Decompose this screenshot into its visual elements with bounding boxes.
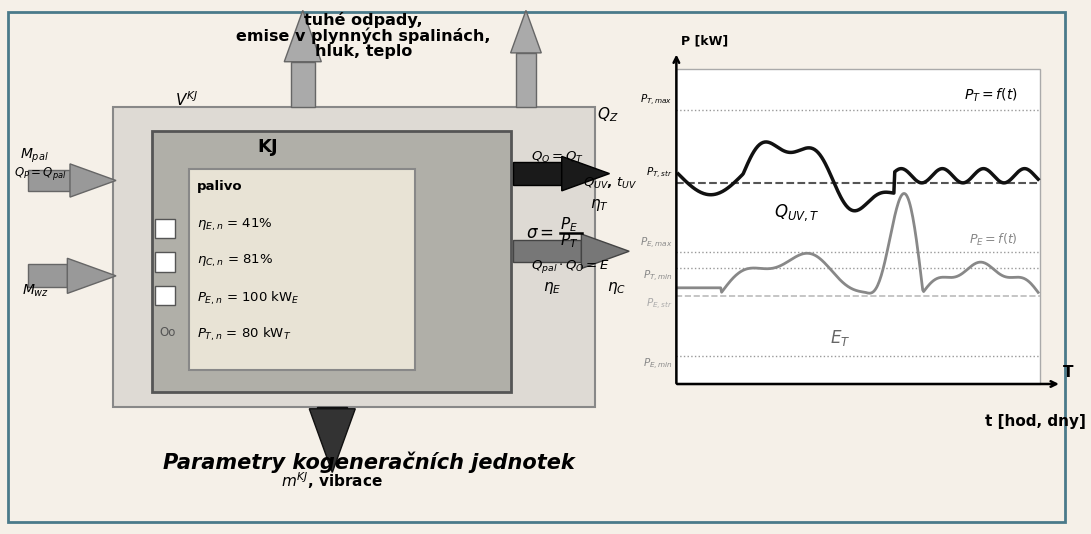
Bar bbox=[513, 240, 582, 262]
Text: $P_{T,n}$ = 80 kW$_T$: $P_{T,n}$ = 80 kW$_T$ bbox=[196, 326, 291, 343]
Text: t [hod, dny]: t [hod, dny] bbox=[985, 414, 1086, 429]
Polygon shape bbox=[511, 11, 541, 53]
Bar bbox=[27, 170, 70, 191]
Text: Parametry kogeneračních jednotek: Parametry kogeneračních jednotek bbox=[163, 452, 575, 473]
Text: $Q_P = Q_{pal}$: $Q_P = Q_{pal}$ bbox=[14, 165, 67, 182]
Text: KJ: KJ bbox=[257, 138, 278, 156]
Text: tuhé odpady,: tuhé odpady, bbox=[304, 12, 423, 28]
Text: $\eta_C$: $\eta_C$ bbox=[607, 280, 625, 296]
Polygon shape bbox=[562, 156, 610, 191]
Polygon shape bbox=[285, 11, 322, 62]
Text: T: T bbox=[1063, 365, 1072, 380]
Text: $Q_{UV}$, $t_{UV}$: $Q_{UV}$, $t_{UV}$ bbox=[583, 176, 637, 191]
Polygon shape bbox=[309, 409, 356, 473]
Text: $\eta_{C,n}$ = 81%: $\eta_{C,n}$ = 81% bbox=[196, 253, 273, 270]
Text: $P_T$: $P_T$ bbox=[561, 231, 578, 250]
Text: $P_{T,min}$: $P_{T,min}$ bbox=[643, 269, 672, 284]
Text: $V^{KJ}$: $V^{KJ}$ bbox=[175, 90, 199, 109]
Text: $P_{E,n}$ = 100 kW$_E$: $P_{E,n}$ = 100 kW$_E$ bbox=[196, 289, 299, 307]
Bar bbox=[317, 406, 347, 409]
Text: Oo: Oo bbox=[159, 326, 176, 340]
Polygon shape bbox=[582, 234, 630, 269]
Text: $\sigma =$: $\sigma =$ bbox=[526, 224, 554, 241]
Polygon shape bbox=[68, 258, 116, 293]
Text: $\eta_E$: $\eta_E$ bbox=[542, 280, 561, 296]
Bar bbox=[155, 286, 175, 305]
Text: $Q_{pal} \cdot Q_O = E$: $Q_{pal} \cdot Q_O = E$ bbox=[531, 257, 610, 274]
Bar bbox=[27, 264, 68, 287]
Bar bbox=[516, 53, 536, 107]
Text: $m^{KJ}$, vibrace: $m^{KJ}$, vibrace bbox=[281, 470, 383, 491]
Bar bbox=[291, 62, 315, 107]
Text: hluk, teplo: hluk, teplo bbox=[315, 44, 412, 59]
Text: $E_T$: $E_T$ bbox=[830, 328, 850, 348]
Bar bbox=[113, 107, 595, 406]
Text: $P_T = f(t)$: $P_T = f(t)$ bbox=[964, 87, 1018, 105]
Text: $Q_Z$: $Q_Z$ bbox=[597, 105, 619, 124]
Text: $\eta_T$: $\eta_T$ bbox=[590, 197, 609, 213]
Text: $P_E$: $P_E$ bbox=[561, 215, 578, 234]
Text: $P_{E,min}$: $P_{E,min}$ bbox=[643, 357, 672, 372]
Text: P [kW]: P [kW] bbox=[681, 35, 729, 48]
Bar bbox=[153, 131, 512, 392]
Text: $P_{T,max}$: $P_{T,max}$ bbox=[640, 93, 672, 108]
Text: $P_{E,str}$: $P_{E,str}$ bbox=[646, 297, 672, 312]
Text: $Q_O = Q_T$: $Q_O = Q_T$ bbox=[531, 151, 584, 166]
Bar bbox=[676, 69, 1040, 384]
Text: $P_E = f(t)$: $P_E = f(t)$ bbox=[969, 232, 1017, 248]
Text: $P_{T,str}$: $P_{T,str}$ bbox=[646, 166, 672, 180]
Bar bbox=[155, 252, 175, 272]
Bar bbox=[189, 169, 415, 370]
Text: $Q_{UV, T}$: $Q_{UV, T}$ bbox=[774, 202, 819, 223]
Text: emise v plynných spalinách,: emise v plynných spalinách, bbox=[237, 27, 491, 44]
Text: palivo: palivo bbox=[196, 180, 242, 193]
Bar bbox=[155, 219, 175, 239]
Text: $\eta_{E,n}$ = 41%: $\eta_{E,n}$ = 41% bbox=[196, 217, 272, 233]
Text: $M_{pal}$: $M_{pal}$ bbox=[20, 147, 48, 165]
Text: $P_{E,max}$: $P_{E,max}$ bbox=[640, 236, 672, 251]
Text: $M_{wz}$: $M_{wz}$ bbox=[22, 282, 49, 299]
Polygon shape bbox=[70, 164, 116, 197]
Bar bbox=[513, 162, 562, 185]
